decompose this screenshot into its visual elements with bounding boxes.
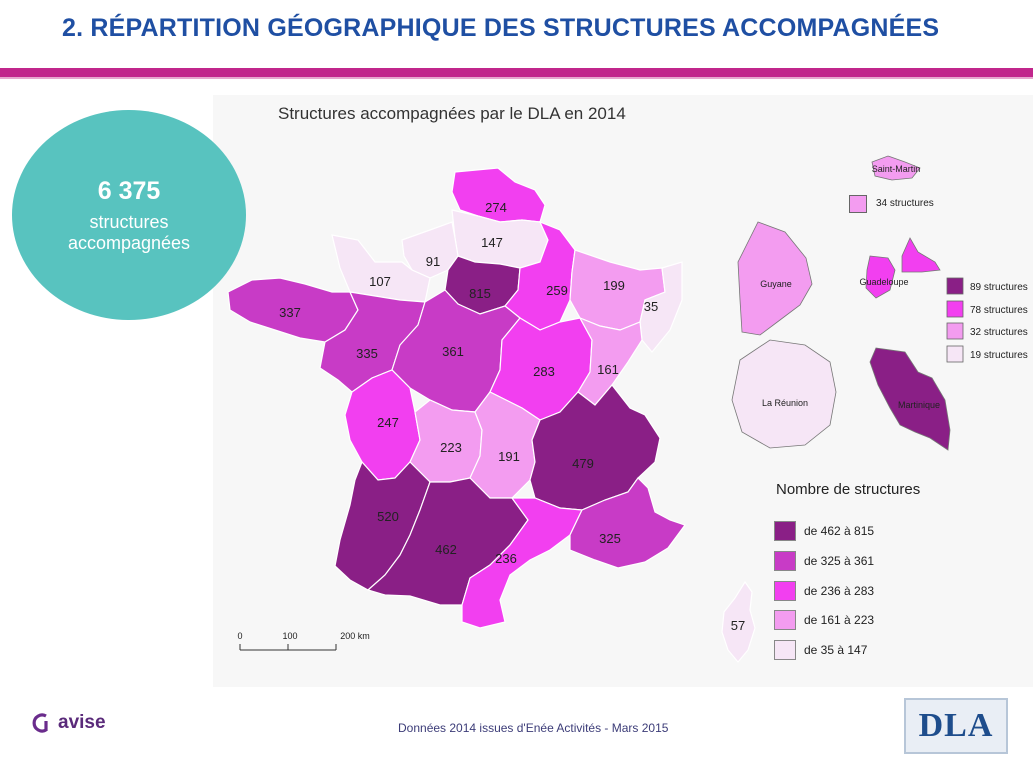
martinique-label: Martinique bbox=[898, 400, 940, 410]
source-note: Données 2014 issues d'Enée Activités - M… bbox=[398, 721, 669, 735]
kpi-label-line1: structures bbox=[89, 211, 169, 232]
saint-martin-legend-label: 34 structures bbox=[876, 198, 934, 209]
legend-item: de 462 à 815 bbox=[774, 521, 874, 541]
guyane-territory bbox=[737, 221, 813, 336]
region-value: 259 bbox=[546, 283, 568, 298]
region-franche-comte bbox=[577, 316, 643, 406]
overseas-legend-label: 32 structures bbox=[970, 327, 1028, 338]
region-value: 337 bbox=[279, 305, 301, 320]
overseas-legend-label: 78 structures bbox=[970, 305, 1028, 316]
reunion-label: La Réunion bbox=[762, 398, 808, 408]
legend-swatch bbox=[774, 610, 796, 630]
legend-swatch bbox=[774, 551, 796, 571]
legend-item: de 236 à 283 bbox=[774, 581, 874, 601]
region-value: 57 bbox=[731, 618, 745, 633]
legend-swatch bbox=[774, 581, 796, 601]
legend-swatch bbox=[774, 521, 796, 541]
region-value: 479 bbox=[572, 456, 594, 471]
avise-brand-text: avise bbox=[58, 712, 106, 733]
region-value: 191 bbox=[498, 449, 520, 464]
scale-label: 0 bbox=[237, 631, 242, 641]
region-corse bbox=[721, 580, 756, 663]
overseas-legend-swatch bbox=[946, 345, 964, 363]
overseas-legend-swatch bbox=[946, 277, 964, 295]
region-value: 335 bbox=[356, 346, 378, 361]
scale-bar: 0 100 200 km bbox=[237, 631, 370, 651]
region-value: 247 bbox=[377, 415, 399, 430]
region-value: 325 bbox=[599, 531, 621, 546]
avise-logo: avise bbox=[30, 712, 106, 734]
region-value: 161 bbox=[597, 362, 619, 377]
region-value: 283 bbox=[533, 364, 555, 379]
region-paca bbox=[569, 477, 686, 569]
overseas-legend-swatch bbox=[946, 322, 964, 340]
legend-label: de 236 à 283 bbox=[804, 584, 875, 598]
kpi-value: 6 375 bbox=[97, 176, 161, 205]
guadeloupe-territory bbox=[865, 237, 941, 299]
page-title: 2. RÉPARTITION GÉOGRAPHIQUE DES STRUCTUR… bbox=[62, 14, 940, 42]
legend-label: de 35 à 147 bbox=[804, 643, 868, 657]
legend-title: Nombre de structures bbox=[776, 481, 921, 498]
region-value: 462 bbox=[435, 542, 457, 557]
reunion-territory bbox=[731, 339, 837, 449]
saint-martin-island bbox=[871, 155, 921, 181]
guyane-label: Guyane bbox=[760, 279, 792, 289]
region-alsace bbox=[639, 261, 683, 353]
dla-logo-text: DLA bbox=[918, 707, 994, 744]
saint-martin-legend-swatch bbox=[849, 195, 867, 213]
martinique-territory bbox=[869, 347, 951, 451]
map-title: Structures accompagnées par le DLA en 20… bbox=[278, 104, 626, 123]
legend-label: de 161 à 223 bbox=[804, 613, 875, 627]
dla-logo: DLA bbox=[904, 698, 1008, 754]
region-value: 199 bbox=[603, 278, 625, 293]
legend-label: de 462 à 815 bbox=[804, 524, 875, 538]
region-value: 91 bbox=[426, 254, 440, 269]
region-basse-normandie bbox=[331, 234, 431, 303]
region-value: 147 bbox=[481, 235, 503, 250]
overseas-legend-label: 19 structures bbox=[970, 350, 1028, 361]
avise-mark-icon bbox=[32, 713, 48, 733]
legend-item: de 325 à 361 bbox=[774, 551, 874, 571]
region-value: 223 bbox=[440, 440, 462, 455]
region-value: 274 bbox=[485, 200, 507, 215]
header-divider bbox=[0, 68, 1033, 77]
kpi-bubble: 6 375 structures accompagnées bbox=[12, 110, 246, 320]
region-value: 35 bbox=[644, 299, 658, 314]
guadeloupe-label: Guadeloupe bbox=[859, 277, 908, 287]
overseas-legend-swatch bbox=[946, 300, 964, 318]
legend-swatch bbox=[774, 640, 796, 660]
region-value: 236 bbox=[495, 551, 517, 566]
region-value: 361 bbox=[442, 344, 464, 359]
region-languedoc-roussillon bbox=[461, 497, 583, 629]
region-value: 520 bbox=[377, 509, 399, 524]
saint-martin-label: Saint-Martin bbox=[872, 164, 921, 174]
scale-label: 100 bbox=[282, 631, 297, 641]
legend-label: de 325 à 361 bbox=[804, 554, 875, 568]
legend-item: de 161 à 223 bbox=[774, 610, 874, 630]
region-value: 815 bbox=[469, 286, 491, 301]
legend-item: de 35 à 147 bbox=[774, 640, 867, 660]
region-value: 107 bbox=[369, 274, 391, 289]
scale-label: 200 km bbox=[340, 631, 370, 641]
header-divider-accent bbox=[0, 77, 1033, 79]
kpi-label-line2: accompagnées bbox=[67, 232, 191, 253]
overseas-legend-label: 89 structures bbox=[970, 282, 1028, 293]
